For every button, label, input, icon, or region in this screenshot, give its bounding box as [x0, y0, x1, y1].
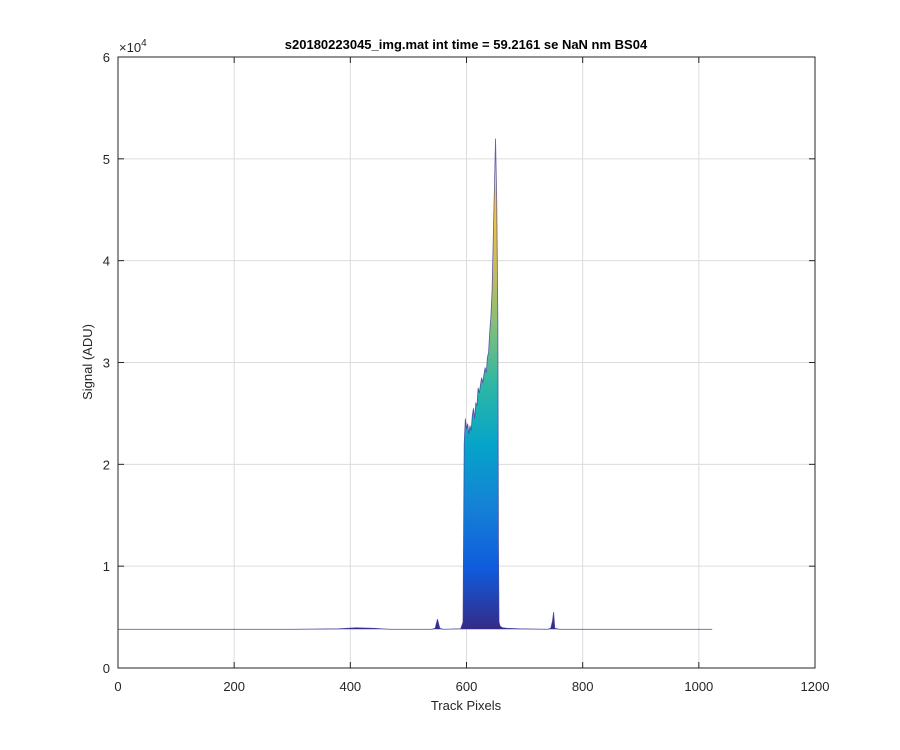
y-tick-label: 2: [103, 457, 110, 472]
y-tick-label: 3: [103, 356, 110, 371]
x-tick-label: 1200: [801, 679, 830, 694]
series-layer: [118, 138, 713, 630]
x-tick-label: 0: [114, 679, 121, 694]
y-axis-ticks: 0 1 2 3 4 5 6: [103, 50, 815, 676]
y-exponent-base: ×10: [119, 40, 141, 55]
y-tick-label: 0: [103, 661, 110, 676]
x-tick-label: 1000: [684, 679, 713, 694]
x-tick-label: 400: [339, 679, 361, 694]
y-exponent-power: 4: [141, 38, 147, 49]
x-tick-label: 600: [456, 679, 478, 694]
y-tick-label: 5: [103, 152, 110, 167]
y-tick-label: 4: [103, 254, 110, 269]
x-axis-label: Track Pixels: [431, 698, 502, 713]
chart-title: s20180223045_img.mat int time = 59.2161 …: [285, 37, 648, 52]
signal-line: [118, 138, 713, 630]
x-tick-label: 800: [572, 679, 594, 694]
y-axis-label: Signal (ADU): [80, 324, 95, 400]
y-tick-label: 1: [103, 559, 110, 574]
x-axis-ticks: 0 200 400 600 800 1000 1200: [114, 57, 829, 694]
y-axis-exponent: ×104: [119, 38, 147, 55]
x-tick-label: 200: [223, 679, 245, 694]
y-tick-label: 6: [103, 50, 110, 65]
